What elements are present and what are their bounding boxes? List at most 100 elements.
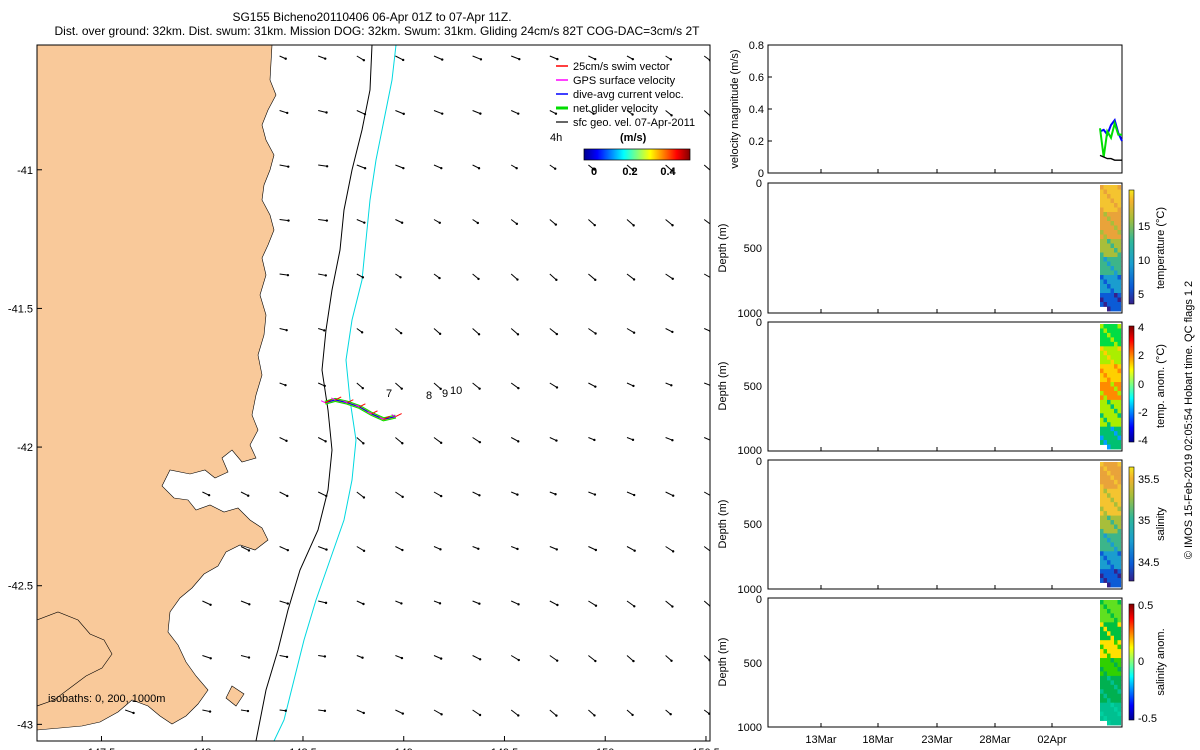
section-cell — [1117, 462, 1122, 467]
geo-velocity-arrow — [703, 600, 710, 607]
section-cell — [1110, 395, 1115, 401]
temp-anom-frame — [767, 321, 1123, 452]
geo-velocity-arrow — [240, 600, 250, 605]
geo-velocity-arrowhead — [399, 331, 403, 335]
section-cell — [1107, 546, 1111, 552]
section-cell — [1103, 466, 1108, 472]
geo-velocity-arrowhead — [400, 387, 403, 390]
geo-velocity-arrowhead — [593, 57, 597, 61]
speed-colorbar-tick-0.2: 0.2 — [622, 166, 637, 178]
geo-velocity-arrow — [665, 600, 673, 607]
gps-surface-vector — [343, 400, 348, 404]
geo-velocity-arrowhead — [556, 57, 559, 61]
temp-anom-colorbar — [1128, 325, 1135, 443]
section-cell — [1117, 635, 1122, 641]
section-cell — [1110, 653, 1115, 659]
section-cell — [1100, 302, 1104, 307]
section-cell — [1117, 382, 1122, 387]
section-cell — [1117, 528, 1122, 534]
section-cell — [1117, 194, 1122, 199]
section-cell — [1100, 515, 1104, 521]
velocity-y-ticks: 0 0.2 0.4 0.6 0.8 — [749, 40, 772, 180]
section-cell — [1110, 502, 1115, 508]
geo-velocity-arrowhead — [710, 551, 712, 553]
section-cell — [1114, 617, 1118, 623]
section-cell — [1103, 185, 1108, 190]
geo-velocity-arrow — [703, 491, 710, 496]
geo-velocity-arrow — [665, 546, 674, 552]
geo-velocity-arrowhead — [592, 112, 595, 115]
section-cell — [1117, 564, 1122, 570]
section-cell — [1110, 359, 1115, 365]
section-cell — [1117, 275, 1122, 280]
section-cell — [1103, 413, 1108, 419]
section-cell — [1110, 288, 1115, 294]
geo-velocity-arrowhead — [633, 605, 636, 608]
section-cell — [1100, 693, 1104, 699]
geo-velocity-arrowhead — [478, 602, 481, 605]
section-cell — [1100, 560, 1104, 566]
section-cell — [1114, 212, 1118, 217]
temp-anom-ytick-0: 0 — [756, 317, 762, 329]
section-cell — [1107, 377, 1111, 383]
section-cell — [1114, 422, 1118, 428]
geo-velocity-arrowhead — [323, 709, 327, 713]
temp-anom-ytick-500: 500 — [744, 381, 762, 393]
section-cell — [1114, 573, 1118, 579]
section-cell — [1110, 207, 1115, 213]
section-cell — [1114, 350, 1118, 356]
map-xtick-label: 150.5 — [692, 747, 720, 750]
map-x-ticks: 147.5 148 148.5 149 149.5 150 150.5 — [88, 736, 720, 750]
section-cell — [1114, 203, 1118, 208]
geo-velocity-arrowhead — [478, 713, 482, 717]
section-cell — [1114, 680, 1118, 686]
section-cell — [1100, 600, 1104, 605]
section-cell — [1117, 341, 1122, 347]
sal-anom-ylabel: Depth (m) — [717, 638, 729, 687]
geo-velocity-arrowhead — [323, 329, 326, 332]
section-cell — [1107, 497, 1111, 503]
section-cell — [1110, 399, 1115, 405]
geo-velocity-arrowhead — [554, 223, 558, 226]
geo-velocity-arrowhead — [287, 219, 290, 222]
geo-velocity-arrow — [472, 55, 482, 60]
geo-velocity-arrow — [472, 273, 479, 280]
section-cell — [1100, 671, 1104, 677]
section-cell — [1100, 537, 1104, 543]
section-cell — [1114, 230, 1118, 235]
section-cell — [1110, 537, 1115, 543]
geo-velocity-arrowhead — [285, 655, 289, 659]
section-cell — [1114, 198, 1118, 204]
section-cell — [1117, 440, 1122, 445]
section-cell — [1107, 328, 1111, 334]
geo-velocity-arrow — [395, 491, 403, 498]
geo-velocity-arrowhead — [362, 711, 365, 715]
section-cell — [1100, 470, 1104, 476]
map-y-ticks: -41 -41.5 -42 -42.5 -43 — [8, 165, 42, 731]
map-frame — [36, 44, 711, 742]
section-cell — [1117, 230, 1122, 235]
section-cell — [1110, 466, 1115, 472]
geo-velocity-arrow — [433, 382, 442, 390]
legend-gps: GPS surface velocity — [573, 75, 676, 87]
section-cell — [1100, 203, 1104, 208]
sal-anom-ytick-500: 500 — [744, 658, 762, 670]
section-cell — [1114, 216, 1118, 222]
velocity-series-line — [1099, 154, 1122, 161]
geo-velocity-arrow — [549, 55, 558, 60]
section-cell — [1117, 560, 1122, 566]
section-cell — [1117, 346, 1122, 352]
section-cell — [1117, 324, 1122, 329]
geo-velocity-arrowhead — [285, 439, 288, 443]
geo-velocity-arrow — [279, 546, 289, 551]
section-cell — [1107, 689, 1111, 695]
section-cell — [1110, 702, 1115, 708]
section-cell — [1103, 377, 1108, 383]
section-cell — [1114, 431, 1118, 437]
section-cell — [1103, 328, 1108, 334]
section-cell — [1107, 653, 1111, 659]
geo-velocity-arrowhead — [555, 278, 558, 282]
geo-velocity-arrow — [549, 219, 557, 225]
geo-velocity-arrowhead — [515, 222, 519, 226]
section-cell — [1117, 355, 1122, 361]
